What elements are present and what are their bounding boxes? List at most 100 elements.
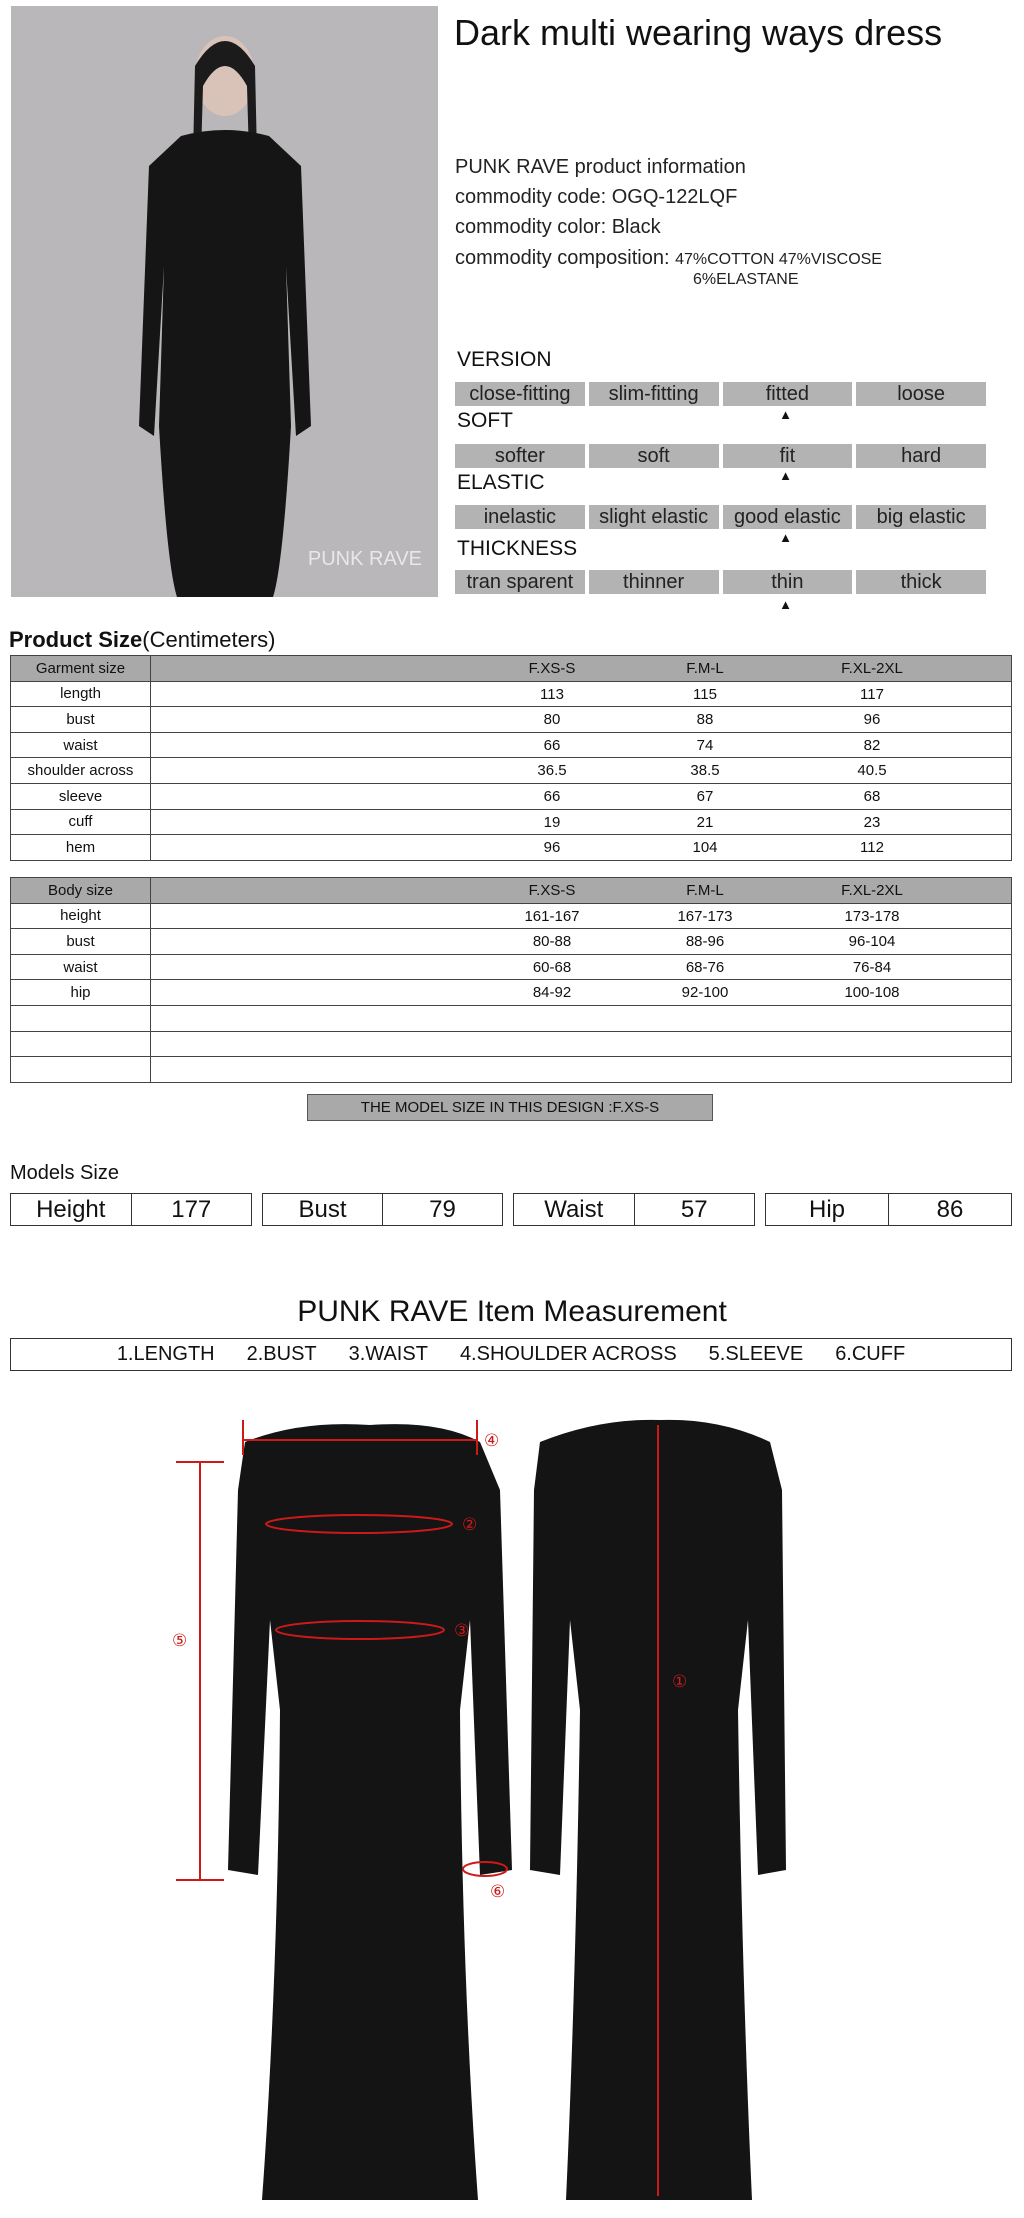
table-row: waist 66 74 82 <box>10 731 1012 759</box>
size-value: 60-68 <box>532 958 572 976</box>
measurement-diagram: ① ② ③ ④ ⑤ ⑥ <box>172 1419 786 2200</box>
model-measure-box: Height 177 <box>10 1193 252 1226</box>
measurement-item: 5.SLEEVE <box>708 1343 804 1365</box>
table-row: sleeve 66 67 68 <box>10 782 1012 810</box>
table-row: shoulder across 36.5 38.5 40.5 <box>10 757 1012 784</box>
row-label: bust <box>10 928 151 955</box>
measure-value: 57 <box>680 1196 708 1223</box>
table-row: cuff 19 21 23 <box>10 808 1012 836</box>
row-label: shoulder across <box>10 757 151 784</box>
scale-option: soft <box>588 444 719 468</box>
model-image <box>139 36 311 597</box>
measurement-item: 4.SHOULDER ACROSS <box>459 1343 677 1365</box>
row-label <box>10 1056 151 1083</box>
measurement-legend: 1.LENGTH 2.BUST 3.WAIST 4.SHOULDER ACROSS 5.… <box>10 1338 1012 1371</box>
scale-option: thick <box>856 570 986 594</box>
measure-name: Waist <box>514 1194 635 1225</box>
header-cell: F.M-L <box>686 660 724 677</box>
measure-name: Height <box>11 1194 132 1225</box>
size-value: 161-167 <box>524 907 580 925</box>
size-value: 80 <box>543 711 561 729</box>
size-value: 100-108 <box>844 984 900 1002</box>
attribute-scale: inelastic slight elastic good elastic big e… <box>455 505 986 529</box>
selected-marker-icon: ▲ <box>779 530 792 545</box>
header-cell: F.XL-2XL <box>841 660 903 677</box>
measure-name: Hip <box>766 1194 889 1225</box>
table-row: length 113 115 117 <box>10 680 1012 708</box>
header-cell: F.M-L <box>686 882 724 899</box>
table-row: bust 80 88 96 <box>10 706 1012 733</box>
marker-3: ③ <box>454 1621 469 1641</box>
size-value: 112 <box>860 839 884 857</box>
size-value: 104 <box>692 839 718 857</box>
scale-option: fit <box>722 444 853 468</box>
attribute-label: VERSION <box>457 348 552 371</box>
table-row: hip 84-92 92-100 100-108 <box>10 979 1012 1006</box>
size-value: 115 <box>693 685 717 703</box>
marker-5: ⑤ <box>172 1631 187 1651</box>
marker-2: ② <box>462 1515 477 1535</box>
measure-value: 177 <box>171 1196 212 1223</box>
scale-option: inelastic <box>455 505 585 529</box>
watermark: PUNK RAVE <box>307 548 422 570</box>
dress-front <box>228 1424 512 2200</box>
model-measure-box: Bust 79 <box>262 1193 503 1226</box>
size-value: 21 <box>696 813 714 831</box>
row-label: waist <box>10 953 151 981</box>
size-value: 92-100 <box>681 984 729 1002</box>
size-value: 67 <box>696 787 714 805</box>
header-cell: Body size <box>10 877 151 904</box>
model-size-note: THE MODEL SIZE IN THIS DESIGN :F.XS-S <box>307 1094 713 1121</box>
table-row <box>10 1056 1012 1083</box>
code-value: OGQ-122LQF <box>611 186 738 208</box>
row-label: height <box>10 902 151 930</box>
measurement-lines <box>176 1420 659 2196</box>
scale-option: slim-fitting <box>588 382 719 406</box>
composition-line1: 47%COTTON 47%VISCOSE <box>675 251 882 268</box>
size-value: 19 <box>543 813 561 831</box>
commodity-composition: commodity composition: 47%COTTON 47%VISC… <box>455 247 882 269</box>
measure-name: Bust <box>263 1194 383 1225</box>
header-cell: F.XS-S <box>528 660 576 677</box>
measurement-item: 3.WAIST <box>348 1343 428 1365</box>
model-measure-box: Waist 57 <box>513 1193 755 1226</box>
row-label: waist <box>10 731 151 759</box>
attribute-scale: softer soft fit hard <box>455 444 986 468</box>
attribute-label: SOFT <box>457 409 513 432</box>
row-label: sleeve <box>10 782 151 810</box>
product-size-title: Product Size(Centimeters) <box>9 627 276 652</box>
marker-6: ⑥ <box>490 1882 505 1902</box>
scale-option: slight elastic <box>588 505 719 529</box>
scale-option: thinner <box>588 570 719 594</box>
measurement-title: PUNK RAVE Item Measurement <box>297 1295 727 1328</box>
attribute-label: ELASTIC <box>457 471 545 494</box>
size-value: 40.5 <box>857 762 887 780</box>
attribute-label: THICKNESS <box>457 537 578 560</box>
row-label: hem <box>10 834 151 861</box>
scale-option: thin <box>722 570 853 594</box>
color-value: Black <box>611 216 661 238</box>
size-value: 36.5 <box>537 762 567 780</box>
row-label: bust <box>10 706 151 733</box>
selected-marker-icon: ▲ <box>779 407 792 422</box>
marker-4: ④ <box>484 1431 499 1451</box>
body-size-table: Body size F.XS-S F.M-L F.XL-2XL height 161-16… <box>10 877 1012 1083</box>
measurement-item: 6.CUFF <box>835 1343 906 1365</box>
row-label <box>10 1030 151 1058</box>
scale-option: loose <box>856 382 986 406</box>
attribute-scale: tran sparent thinner thin thick <box>455 570 986 594</box>
size-value: 84-92 <box>532 984 572 1002</box>
size-value: 74 <box>696 736 714 754</box>
row-label: hip <box>10 979 151 1006</box>
scale-option: big elastic <box>856 505 986 529</box>
size-value: 82 <box>863 736 881 754</box>
table-header: Body size F.XS-S F.M-L F.XL-2XL <box>10 877 1012 904</box>
info-heading: PUNK RAVE product information <box>455 156 746 178</box>
scale-option: fitted <box>722 382 853 406</box>
header-cell: F.XS-S <box>528 882 576 899</box>
scale-option: hard <box>856 444 986 468</box>
model-measure-box: Hip 86 <box>765 1193 1012 1226</box>
scale-option: tran sparent <box>455 570 585 594</box>
table-header: Garment size F.XS-S F.M-L F.XL-2XL <box>10 655 1012 682</box>
measurement-item: 2.BUST <box>246 1343 317 1365</box>
